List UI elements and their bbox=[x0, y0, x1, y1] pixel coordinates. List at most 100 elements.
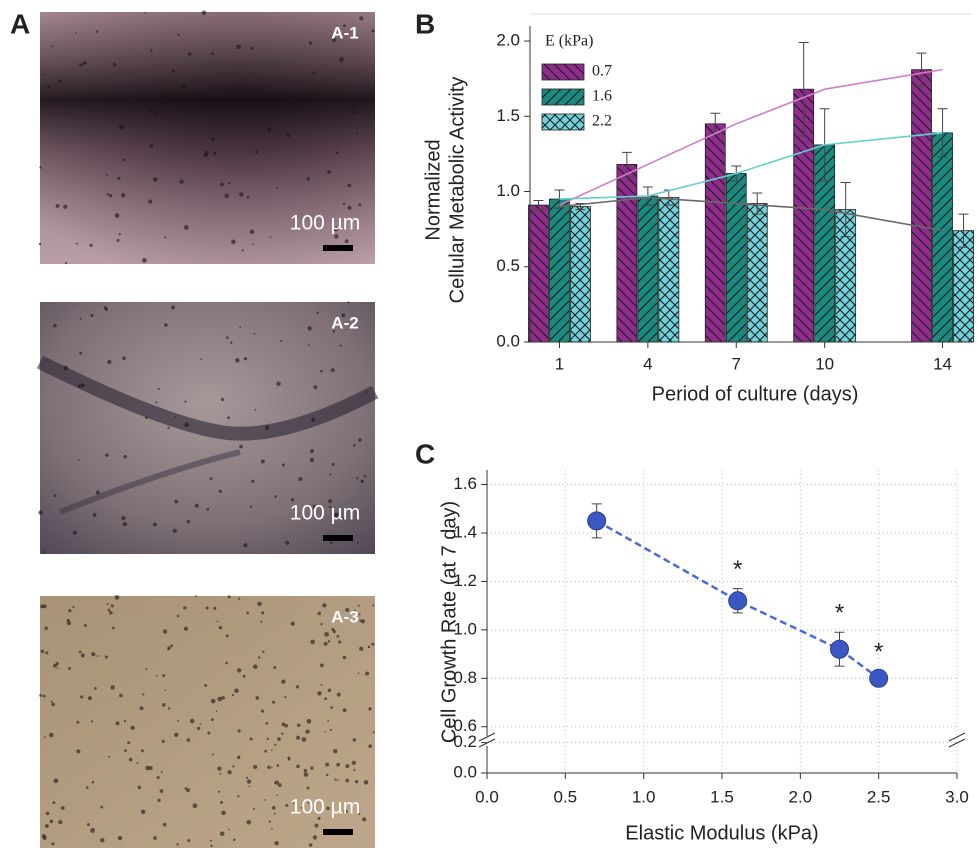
micrograph-speck bbox=[327, 170, 331, 174]
micrograph-speck bbox=[63, 205, 67, 209]
micrograph-speck bbox=[274, 813, 276, 815]
micrograph-speck bbox=[84, 624, 87, 627]
micrograph-speck bbox=[190, 719, 195, 724]
micrograph-speck bbox=[100, 838, 104, 842]
micrograph-speck bbox=[312, 72, 315, 75]
micrograph-speck bbox=[39, 166, 41, 168]
micrograph-speck bbox=[140, 706, 144, 710]
legend-label: 1.6 bbox=[592, 88, 612, 105]
micrograph-speck bbox=[188, 52, 192, 56]
micrograph-speck bbox=[291, 622, 295, 626]
micrograph-speck bbox=[269, 820, 271, 822]
micrograph-speck bbox=[39, 243, 42, 246]
micrograph-speck bbox=[49, 733, 54, 738]
micrograph-speck bbox=[356, 477, 358, 479]
micrograph-speck bbox=[237, 795, 239, 797]
micrograph-speck bbox=[138, 786, 141, 789]
micrograph-speck bbox=[65, 262, 67, 264]
micrograph-speck bbox=[320, 370, 323, 373]
micrograph-speck bbox=[250, 230, 255, 235]
micrograph-speck bbox=[232, 765, 234, 767]
micrograph-speck bbox=[68, 667, 71, 670]
x-axis-label: Elastic Modulus (kPa) bbox=[625, 822, 818, 844]
micrograph-speck bbox=[161, 771, 163, 773]
micrograph-speck bbox=[362, 817, 366, 821]
micrograph-speck bbox=[92, 781, 95, 784]
micrograph-speck bbox=[345, 779, 349, 783]
micrograph-speck bbox=[253, 664, 258, 669]
micrograph-speck bbox=[44, 736, 46, 738]
micrograph-speck bbox=[121, 516, 125, 520]
micrograph-speck bbox=[272, 701, 275, 704]
micrograph-speck bbox=[162, 703, 166, 707]
micrograph-speck bbox=[145, 766, 150, 771]
micrograph-speck bbox=[51, 842, 54, 845]
micrograph-speck bbox=[150, 144, 154, 148]
micrograph-speck bbox=[213, 152, 216, 155]
micrograph-speck bbox=[324, 697, 327, 700]
bar bbox=[549, 199, 569, 342]
micrograph-speck bbox=[276, 382, 280, 386]
micrograph-speck bbox=[225, 194, 229, 198]
micrograph-speck bbox=[296, 736, 300, 740]
x-tick-label: 1.0 bbox=[632, 787, 656, 806]
micrograph-speck bbox=[155, 113, 158, 116]
micrograph-speck bbox=[253, 244, 255, 246]
micrograph-speck bbox=[145, 668, 147, 670]
y-axis-label: Cellular Metabolic Activity bbox=[446, 77, 468, 304]
micrograph-speck bbox=[164, 323, 168, 327]
micrograph-speck bbox=[287, 757, 290, 760]
micrograph-speck bbox=[242, 249, 244, 251]
bar bbox=[705, 124, 725, 342]
data-point bbox=[831, 640, 849, 658]
micrograph-speck bbox=[227, 416, 230, 419]
micrograph-speck bbox=[255, 151, 258, 154]
micrograph-speck bbox=[248, 786, 250, 788]
micrograph-speck bbox=[285, 541, 289, 545]
micrograph-speck bbox=[177, 720, 179, 722]
legend-label: 2.2 bbox=[592, 113, 612, 130]
micrograph-speck bbox=[150, 49, 153, 52]
y-tick-label: 0.5 bbox=[496, 256, 520, 275]
micrograph-speck bbox=[148, 200, 152, 204]
bar bbox=[659, 198, 679, 342]
micrograph-speck bbox=[47, 86, 50, 89]
micrograph-speck bbox=[115, 595, 120, 600]
micrograph-speck bbox=[261, 611, 264, 614]
x-tick-label: 7 bbox=[732, 354, 741, 373]
micrograph-speck bbox=[51, 701, 53, 703]
y-axis-label: Cell Growth Rate (at 7 day) bbox=[438, 501, 460, 743]
micrograph-speck bbox=[87, 823, 90, 826]
micrograph-speck bbox=[309, 41, 312, 44]
micrograph-speck bbox=[371, 643, 374, 646]
micrograph-speck bbox=[76, 749, 80, 753]
micrograph-speck bbox=[364, 475, 367, 478]
micrograph-speck bbox=[343, 656, 347, 660]
data-point bbox=[870, 669, 888, 687]
micrograph-speck bbox=[97, 655, 99, 657]
micrograph-speck bbox=[321, 684, 323, 686]
micrograph-speck bbox=[336, 151, 339, 154]
micrograph-speck bbox=[91, 652, 95, 656]
micrograph-speck bbox=[172, 70, 175, 73]
micrograph-speck bbox=[122, 356, 126, 360]
scale-bar bbox=[323, 535, 353, 541]
micrograph-speck bbox=[213, 607, 216, 610]
micrograph-speck bbox=[352, 761, 356, 765]
micrograph-speck bbox=[118, 836, 123, 841]
micrograph-speck bbox=[243, 543, 247, 547]
micrograph-speck bbox=[225, 662, 228, 665]
micrograph-speck bbox=[76, 721, 79, 724]
micrograph-speck bbox=[67, 619, 70, 622]
micrograph-speck bbox=[237, 668, 241, 672]
micrograph-speck bbox=[304, 769, 307, 772]
micrograph-speck bbox=[184, 422, 189, 427]
y-tick-label: 1.6 bbox=[453, 474, 477, 493]
micrograph-speck bbox=[164, 689, 166, 691]
micrograph-speck bbox=[123, 159, 126, 162]
micrograph-speck bbox=[167, 646, 170, 649]
micrograph-speck bbox=[280, 340, 282, 342]
bar bbox=[528, 205, 548, 342]
micrograph-speck bbox=[339, 57, 344, 62]
micrograph-speck bbox=[353, 738, 357, 742]
